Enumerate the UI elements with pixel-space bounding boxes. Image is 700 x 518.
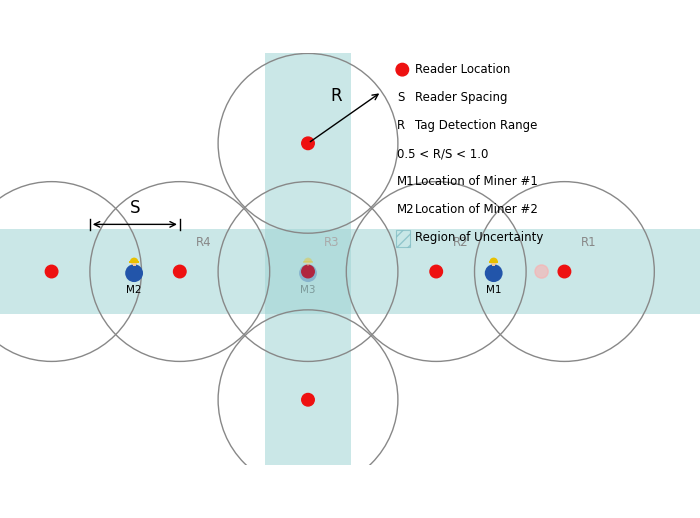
Circle shape (302, 137, 314, 150)
Circle shape (490, 258, 497, 265)
Text: R1: R1 (580, 236, 596, 250)
Circle shape (302, 394, 314, 406)
Circle shape (535, 265, 548, 278)
Text: Tag Detection Range: Tag Detection Range (415, 119, 537, 132)
Text: M2: M2 (127, 285, 142, 295)
Circle shape (485, 264, 503, 282)
Circle shape (558, 265, 570, 278)
Circle shape (299, 264, 317, 282)
Bar (0, 229, 700, 314)
Bar (265, 53, 351, 465)
Text: Reader Spacing: Reader Spacing (415, 91, 508, 104)
Text: Location of Miner #2: Location of Miner #2 (415, 203, 538, 216)
Circle shape (302, 265, 314, 278)
Text: 0.5 < R/S < 1.0: 0.5 < R/S < 1.0 (397, 147, 489, 160)
Bar (475, 229, 526, 314)
Bar (130, 261, 139, 263)
Circle shape (304, 258, 312, 265)
Text: M2: M2 (397, 203, 415, 216)
Bar (303, 261, 313, 263)
Bar (90, 229, 141, 314)
Bar (346, 229, 398, 314)
Wedge shape (130, 257, 139, 262)
Text: R4: R4 (196, 236, 211, 250)
Text: R3: R3 (324, 236, 340, 250)
Text: S: S (130, 199, 140, 217)
Circle shape (396, 63, 409, 76)
Text: Location of Miner #1: Location of Miner #1 (415, 175, 538, 188)
Text: R: R (397, 119, 405, 132)
Text: R: R (330, 87, 342, 105)
Bar (489, 261, 498, 263)
Bar (492, 263, 495, 266)
Bar (132, 263, 136, 266)
Bar (307, 263, 309, 266)
Wedge shape (304, 257, 312, 262)
Bar (395, 229, 410, 247)
Text: Reader Location: Reader Location (415, 63, 510, 76)
Text: S: S (397, 91, 405, 104)
Text: R2: R2 (452, 236, 468, 250)
Circle shape (125, 264, 143, 282)
Circle shape (46, 265, 58, 278)
Bar (218, 229, 270, 314)
Circle shape (174, 265, 186, 278)
Text: M3: M3 (300, 285, 316, 295)
Circle shape (430, 265, 442, 278)
Text: Region of Uncertainty: Region of Uncertainty (415, 231, 543, 244)
Text: M1: M1 (486, 285, 501, 295)
Bar (265, 229, 351, 314)
Circle shape (131, 258, 137, 265)
Wedge shape (489, 257, 498, 262)
Text: M1: M1 (397, 175, 415, 188)
